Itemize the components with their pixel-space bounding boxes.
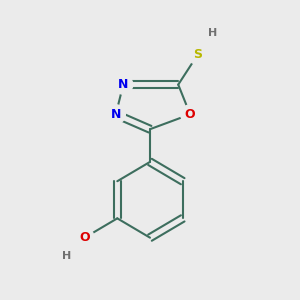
Circle shape xyxy=(188,45,207,64)
Circle shape xyxy=(106,105,125,124)
Circle shape xyxy=(75,228,94,247)
Text: O: O xyxy=(185,108,195,121)
Text: S: S xyxy=(193,48,202,62)
Text: H: H xyxy=(62,250,71,260)
Text: O: O xyxy=(79,231,90,244)
Circle shape xyxy=(114,75,133,94)
Text: H: H xyxy=(208,28,217,38)
Text: N: N xyxy=(118,78,128,91)
Circle shape xyxy=(181,105,200,124)
Text: N: N xyxy=(111,108,121,121)
